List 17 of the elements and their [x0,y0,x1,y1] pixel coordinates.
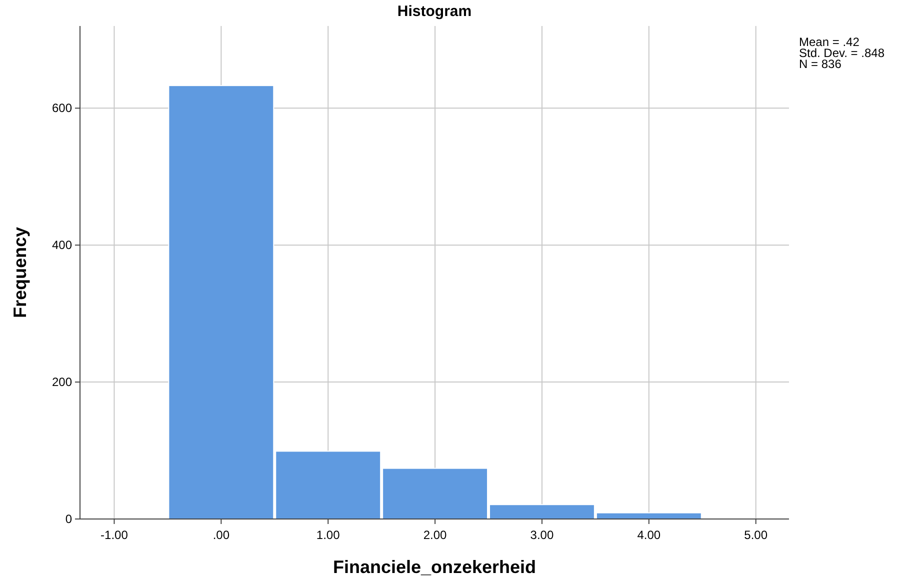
x-tick-label: 2.00 [423,528,448,542]
x-tick-label: 4.00 [637,528,661,542]
y-tick-label: 0 [65,512,72,526]
x-tick-label: -1.00 [100,528,128,542]
x-tick-label: .00 [212,528,230,542]
y-axis-title: Frequency [10,226,30,318]
y-tick-label: 600 [52,101,72,116]
y-tick-label: 200 [52,375,72,390]
x-axis-title: Financiele_onzekerheid [332,557,536,577]
text: Std. Dev. = .848 [799,46,885,60]
text: Mean = .42 [799,35,860,49]
chart-title: Histogram [397,3,472,20]
x-tick-label: 5.00 [744,528,768,542]
text: N = 836 [799,57,842,71]
y-tick-label: 400 [52,238,72,252]
x-tick-label: 1.00 [316,528,340,542]
x-tick-label: 3.00 [530,528,554,542]
